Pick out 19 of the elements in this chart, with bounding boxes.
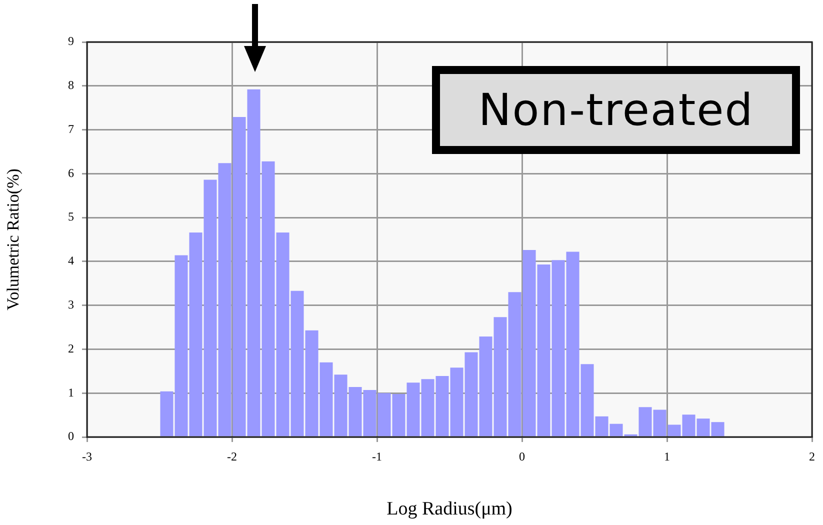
y-tick-label: 8 — [68, 78, 74, 92]
x-tick-label: -3 — [82, 449, 92, 464]
x-axis-title: Log Radius(μm) — [386, 498, 512, 520]
y-tick-label: 1 — [68, 385, 74, 400]
x-tick-label: -2 — [227, 449, 237, 464]
x-tick-label: 2 — [809, 449, 815, 464]
y-axis-title: Volumetric Ratio(%) — [4, 168, 23, 310]
annotation: Non-treated — [432, 66, 800, 154]
x-tick-label: 0 — [519, 449, 525, 464]
x-tick-label: 1 — [664, 449, 670, 464]
y-tick-label: 6 — [68, 166, 74, 180]
y-tick-label: 2 — [68, 341, 74, 356]
y-tick-label: 5 — [68, 210, 74, 224]
y-tick-label: 3 — [68, 297, 74, 312]
y-tick-label: 4 — [68, 254, 74, 268]
y-tick-label: 7 — [68, 122, 74, 136]
x-tick-label: -1 — [372, 449, 382, 464]
y-tick-label: 0 — [68, 429, 74, 444]
y-tick-label: 9 — [68, 34, 74, 48]
